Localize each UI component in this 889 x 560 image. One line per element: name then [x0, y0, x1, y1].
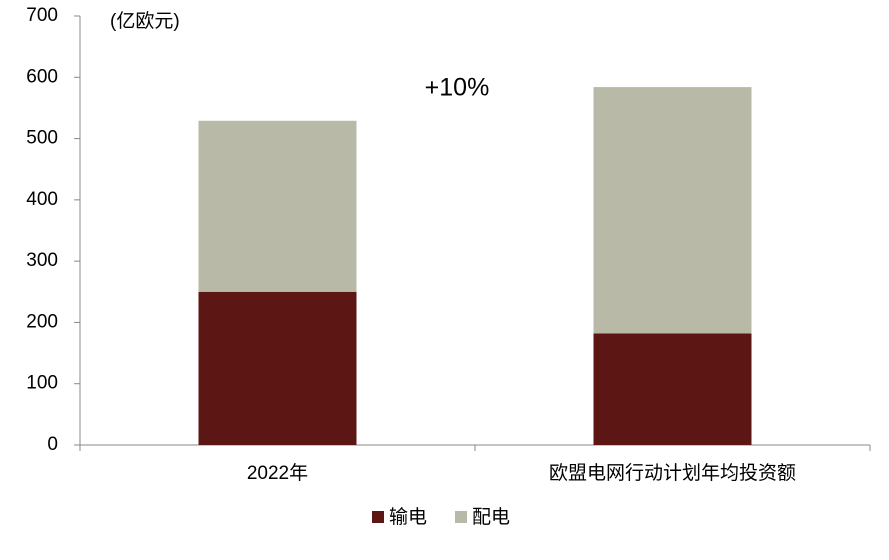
legend-label: 配电 [472, 506, 510, 528]
y-tick-label: 100 [26, 373, 58, 394]
y-tick-label: 200 [26, 311, 58, 332]
y-tick-label: 500 [26, 128, 58, 149]
y-tick-label: 600 [26, 66, 58, 87]
y-tick-label: 0 [47, 434, 58, 455]
x-tick-label: 2022年 [247, 462, 308, 484]
legend-swatch [455, 511, 467, 523]
bar-segment [198, 291, 357, 445]
legend-label: 输电 [389, 506, 427, 528]
y-tick-label: 400 [26, 189, 58, 210]
y-tick-label: 700 [26, 5, 58, 26]
bar-segment [593, 87, 752, 334]
legend-swatch [372, 511, 384, 523]
y-axis-label: (亿欧元) [110, 10, 180, 32]
bar-segment [593, 333, 752, 445]
x-tick-label: 欧盟电网行动计划年均投资额 [549, 462, 796, 484]
y-tick-label: 300 [26, 250, 58, 271]
annotation: +10% [425, 74, 490, 102]
bar-segment [198, 120, 357, 292]
